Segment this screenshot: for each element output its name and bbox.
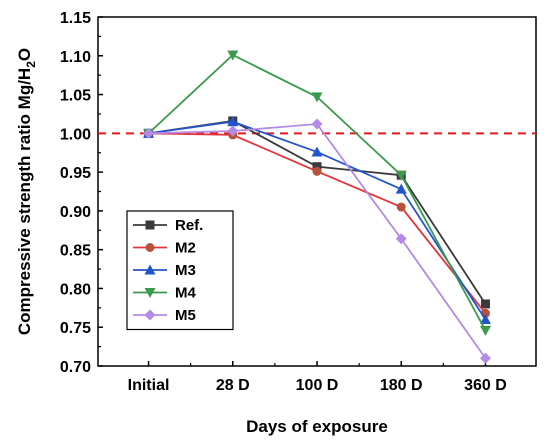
x-tick-label: 100 D [296,377,339,394]
y-tick-label: 0.95 [60,165,91,182]
data-point [311,92,323,103]
data-point [144,288,156,298]
x-tick-label: 28 D [216,377,250,394]
data-point [479,325,491,336]
series-layer [143,50,491,364]
legend-entry: Ref. [133,217,203,234]
x-tick-label: 360 D [464,377,507,394]
y-tick-label: 1.10 [60,49,91,66]
data-point [395,233,407,245]
data-point [145,243,155,252]
y-tick-label: 0.80 [60,281,91,298]
y-tick-label: 0.70 [60,359,91,376]
data-point [311,146,323,157]
data-point [227,125,239,137]
data-point [312,166,322,176]
y-tick-label: 0.85 [60,243,91,260]
data-point [143,127,155,139]
y-tick-label: 0.75 [60,320,91,337]
data-point [396,202,406,212]
legend-entry: M3 [133,262,196,279]
y-tick-label: 1.05 [60,88,91,105]
legend-entry: M5 [133,307,196,324]
legend-label: Ref. [175,217,203,234]
data-point [311,118,323,130]
data-point [479,313,491,324]
data-point [479,352,491,364]
series-m5 [143,118,491,364]
legend-label: M4 [175,285,196,302]
legend: Ref. M2 M3 M4 M5 [126,210,234,331]
y-axis-title: Compressive strength ratio Mg/H2O [15,48,38,335]
data-point [395,183,407,194]
data-point [227,116,239,127]
series-m2 [144,128,490,318]
y-tick-label: 1.15 [60,10,91,27]
legend-label: M5 [175,307,196,324]
legend-entry: M4 [133,285,196,302]
y-tick-label: 1.00 [60,126,91,143]
data-point [395,170,407,181]
data-point [144,309,156,321]
data-point [144,264,156,275]
data-point [227,50,239,61]
y-tick-label: 0.90 [60,204,91,221]
x-axis-title: Days of exposure [246,417,388,436]
axes: 0.70 0.75 0.80 0.85 0.90 0.95 1.00 1.05 1.10 1.15… [60,10,537,394]
series-m3 [143,116,491,324]
data-point [312,162,322,172]
legend-entry: M2 [133,240,196,257]
data-point [145,220,155,230]
x-tick-label: 180 D [380,377,423,394]
legend-label: M2 [175,240,196,257]
legend-label: M3 [175,262,196,279]
data-point [480,299,490,309]
x-tick-label: Initial [128,377,170,394]
